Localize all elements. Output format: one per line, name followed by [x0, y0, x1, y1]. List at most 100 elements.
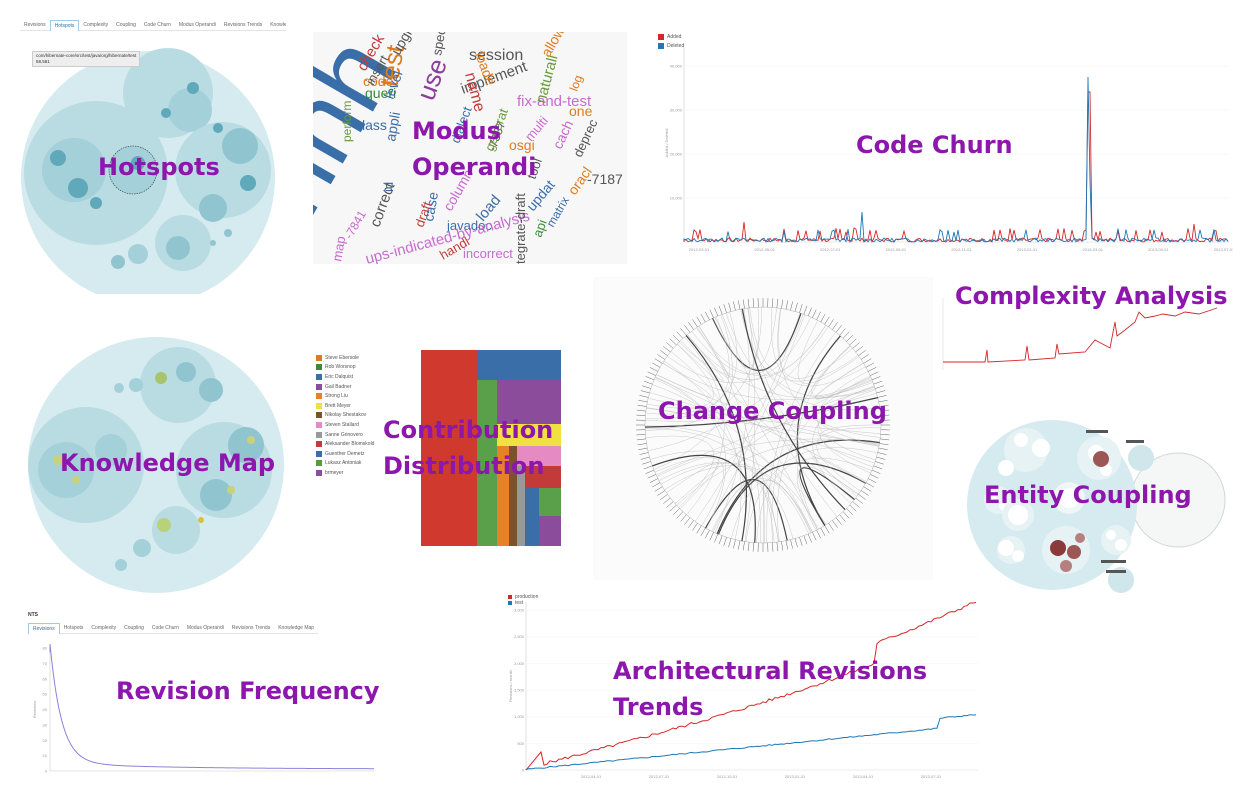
contributor-legend-item: Aleksander Blomskold: [316, 439, 374, 449]
entity-coupling-circle-pack[interactable]: [966, 410, 1230, 600]
chord-link: [712, 307, 777, 370]
chord-link: [777, 375, 871, 542]
revisions-tab-revisions-trends[interactable]: Revisions Trends: [227, 623, 275, 634]
chord-node-label: [876, 456, 886, 460]
revisions-tab-complexity[interactable]: Complexity: [87, 623, 121, 634]
y-axis-title: Revisions / month: [508, 670, 513, 702]
chord-node-label: [880, 414, 890, 416]
revision-frequency-chart[interactable]: 0 10 20 30 40 50 60 70 80 Revisions: [22, 606, 380, 778]
chord-link: [716, 439, 880, 534]
contributor-legend: Steve Ebersole Rob Worsnop Eric Dalquist Ga…: [316, 353, 374, 478]
chord-link: [706, 314, 806, 529]
chord-link: [817, 370, 876, 461]
chord-node-label: [660, 350, 668, 356]
chord-node-label: [790, 301, 793, 311]
word-cloud-term: session: [469, 47, 523, 64]
revisions-tab-modus-operandi[interactable]: Modus Operandi: [182, 623, 228, 634]
chord-node-label: [737, 540, 741, 550]
chord-node-label: [846, 508, 853, 515]
contributor-legend-item: Rob Worsnop: [316, 363, 374, 373]
chord-node-label: [868, 367, 877, 372]
chord-link: [652, 384, 813, 533]
revisions-tab-knowledge-map[interactable]: Knowledge Map: [274, 623, 319, 634]
chord-node-label: [860, 354, 869, 360]
contribution-title-line1: Contribution: [383, 416, 554, 444]
hotspots-tab-complexity[interactable]: Complexity: [79, 20, 113, 31]
chord-node-label: [684, 325, 691, 333]
chord-node-label: [785, 540, 789, 550]
chord-node-label: [878, 447, 888, 451]
contributor-legend-item: Gail Badner: [316, 382, 374, 392]
chord-node-label: [790, 539, 793, 549]
complexity-trend-chart[interactable]: [935, 292, 1231, 372]
chord-node-label: [816, 530, 821, 539]
hotspots-tab-code-churn[interactable]: Code Churn: [139, 20, 175, 31]
chord-node-label: [709, 309, 714, 318]
chord-link: [684, 336, 725, 516]
chord-node-label: [794, 302, 798, 312]
chord-link: [674, 376, 871, 504]
complexity-panel: [935, 292, 1231, 372]
word-cloud-term: appli: [382, 111, 403, 143]
chord-node-label: [858, 494, 866, 500]
arch-trends-chart[interactable]: 0 500 1,000 1,500 2,000 2,500 3,000 2012-04-01 2…: [502, 592, 984, 780]
added-label: Added: [667, 33, 682, 40]
knowledge-circle-pack[interactable]: [16, 330, 292, 596]
hotspots-tab-knowledge-map[interactable]: Knowledge Map: [266, 20, 286, 31]
chord-node-label: [839, 514, 846, 522]
contributor-swatch: [316, 441, 322, 448]
contributor-name: Sanne Grinovero: [325, 431, 363, 438]
chord-link: [670, 351, 779, 543]
chord-node-label: [828, 319, 834, 328]
hotspots-tab-revisions-trends[interactable]: Revisions Trends: [219, 20, 267, 31]
contributor-name: Guenther Demetz: [325, 450, 365, 457]
arch-trends-panel: production test 0 500 1,000 1,500 2,000 2,500…: [502, 592, 984, 780]
y-tick-label: 10: [43, 753, 48, 758]
test-swatch: [508, 601, 512, 605]
chord-node-label: [879, 404, 889, 407]
chord-node-label: [692, 319, 698, 328]
revisions-tab-coupling[interactable]: Coupling: [120, 623, 148, 634]
hotspots-tab-hotspots[interactable]: Hotspots: [49, 20, 80, 31]
x-tick-label: 2012-03-01: [689, 247, 710, 252]
chord-link: [667, 317, 811, 384]
revisions-tab-revisions[interactable]: Revisions: [28, 623, 60, 634]
hotspots-tab-revisions[interactable]: Revisions: [20, 20, 50, 31]
chord-node-label: [637, 443, 647, 446]
chord-node-label: [865, 482, 874, 488]
hotspots-tab-coupling[interactable]: Coupling: [112, 20, 140, 31]
chord-node-label: [877, 452, 887, 455]
chord-link: [730, 480, 811, 539]
chord-node-label: [863, 358, 872, 364]
chord-node-label: [812, 532, 817, 541]
entity-coupling-title: Entity Coupling: [984, 481, 1192, 509]
chord-link: [650, 450, 819, 530]
chord-node-label: [714, 533, 719, 543]
y-tick-label: 1,000: [514, 714, 525, 719]
x-tick-label: 2013-03-01: [1083, 247, 1104, 252]
chord-node-label: [718, 535, 723, 545]
chord-node-label: [824, 525, 830, 534]
chord-link: [797, 320, 860, 384]
chord-node-label: [842, 511, 850, 519]
chord-link: [655, 376, 727, 529]
chord-node-label: [803, 305, 808, 315]
chord-node-label: [877, 395, 887, 398]
change-coupling-chord[interactable]: [593, 277, 933, 580]
chord-node-label: [820, 527, 826, 536]
revisions-tab-code-churn[interactable]: Code Churn: [147, 623, 183, 634]
chord-node-label: [636, 438, 646, 441]
chord-node-label: [680, 328, 687, 336]
contributor-swatch: [316, 450, 322, 457]
revisions-tab-bar: Revisions Hotspots Complexity Coupling Code …: [28, 623, 319, 634]
revisions-tab-hotspots[interactable]: Hotspots: [59, 623, 88, 634]
code-churn-chart[interactable]: 10,000 20,000 30,000 40,000 2012-03-01 2012-0…: [654, 32, 1233, 258]
chord-node-label: [654, 358, 663, 364]
chord-link: [645, 428, 779, 542]
chord-node-label: [860, 490, 869, 496]
chord-node-label: [647, 474, 656, 479]
contributor-name: brmeyer: [325, 469, 344, 476]
hotspots-tab-modus-operandi[interactable]: Modus Operandi: [174, 20, 220, 31]
contributor-name: Nikolay Shestakov: [325, 412, 367, 419]
change-coupling-title: Change Coupling: [658, 397, 887, 425]
